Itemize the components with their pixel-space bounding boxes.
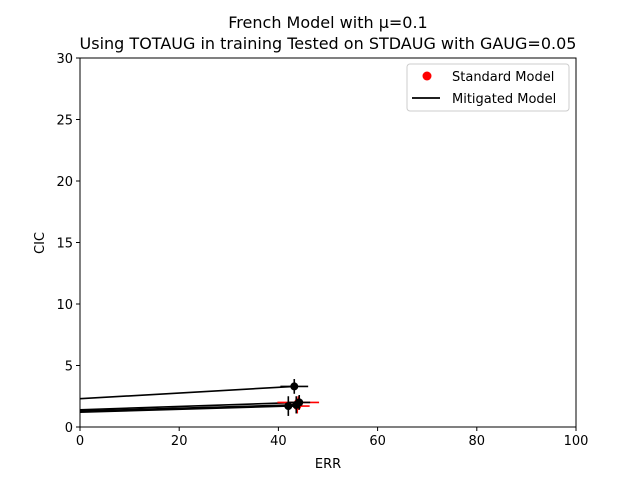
x-tick-label-0: 0 — [76, 434, 84, 449]
axes: 0 20 40 60 80 100 0 5 10 15 20 25 30 — [56, 52, 588, 449]
legend-label-mitigated: Mitigated Model — [452, 92, 556, 107]
mitigated-point-1 — [290, 382, 299, 391]
legend-marker-standard — [422, 71, 432, 81]
y-tick-label-20: 20 — [56, 175, 73, 190]
x-axis-label: ERR — [315, 457, 341, 472]
mitigated-point-3 — [284, 402, 293, 411]
legend-label-standard: Standard Model — [452, 70, 554, 85]
y-tick-label-5: 5 — [65, 360, 73, 375]
mitigated-point-4 — [292, 400, 301, 409]
y-tick-label-10: 10 — [56, 298, 73, 313]
plot-area — [79, 379, 320, 416]
mitigated-fit-line-3 — [79, 405, 289, 414]
chart-title-line2: Using TOTAUG in training Tested on STDAU… — [80, 34, 577, 53]
mitigated-fit-line-1 — [79, 385, 295, 400]
mitigated-fit-line-2 — [79, 401, 300, 411]
x-tick-label-100: 100 — [564, 434, 589, 449]
x-tick-label-80: 80 — [469, 434, 486, 449]
legend-box — [406, 63, 570, 112]
y-axis-label: CIC — [33, 232, 48, 254]
y-tick-label-30: 30 — [56, 52, 73, 67]
y-tick-label-25: 25 — [56, 114, 73, 129]
x-tick-label-20: 20 — [171, 434, 188, 449]
y-tick-label-0: 0 — [65, 421, 73, 436]
legend: Standard Model Mitigated Model — [406, 63, 570, 112]
mitigated-fit-line-4 — [79, 404, 297, 412]
y-tick-label-15: 15 — [56, 237, 73, 252]
x-tick-label-60: 60 — [369, 434, 386, 449]
chart-title-line1: French Model with μ=0.1 — [228, 13, 427, 32]
x-tick-label-40: 40 — [270, 434, 287, 449]
